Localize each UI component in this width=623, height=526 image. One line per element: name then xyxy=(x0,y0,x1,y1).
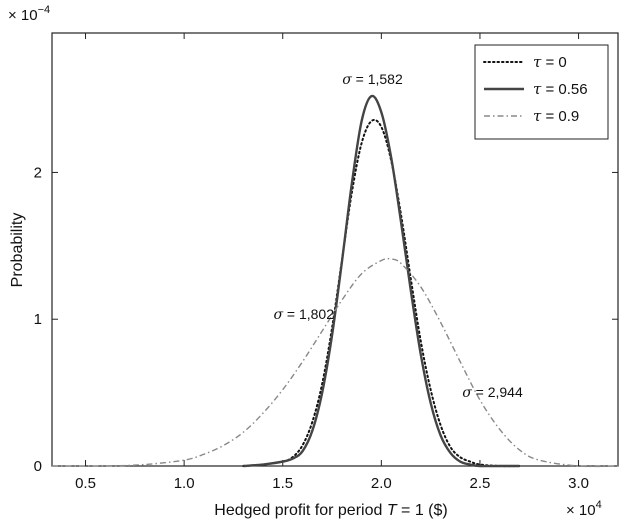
legend-label: τ = 0 xyxy=(533,53,567,71)
plot-frame xyxy=(51,32,619,467)
legend-box xyxy=(474,44,609,140)
x-tick-label: 1.5 xyxy=(272,475,293,492)
x-tick-label: 0.5 xyxy=(75,475,96,492)
x-tick-label: 2.0 xyxy=(371,475,392,492)
plot-area-border xyxy=(51,32,619,467)
sigma-annotation: σ = 2,944 xyxy=(462,384,523,401)
annotations-group: σ = 1,582 σ = 1,802 σ = 2,944 xyxy=(273,71,523,401)
legend-label: τ = 0.56 xyxy=(533,80,588,98)
x-tick-label: 2.5 xyxy=(470,475,491,492)
axis-ticks: 0.5 1.0 1.5 2.0 2.5 3.0 0 1 2 xyxy=(34,33,618,492)
series-line-solid xyxy=(243,94,520,468)
y-tick-label: 2 xyxy=(34,164,42,181)
y-tick-label: 1 xyxy=(34,311,42,328)
legend-label: τ = 0.9 xyxy=(533,107,579,125)
y-tick-label: 0 xyxy=(34,458,42,475)
sigma-annotation: σ = 1,582 xyxy=(342,71,403,88)
x-tick-label: 1.0 xyxy=(174,475,195,492)
series-line-dashdot xyxy=(51,257,619,468)
sigma-annotation: σ = 1,802 xyxy=(273,306,334,323)
legend: τ = 0 τ = 0.56 τ = 0.9 xyxy=(474,44,609,140)
x-axis-label: Hedged profit for period T = 1 ($) xyxy=(214,502,447,519)
y-multiplier: × 10−4 xyxy=(8,4,50,24)
y-axis-label: Probability xyxy=(9,213,26,288)
x-tick-label: 3.0 xyxy=(568,475,589,492)
series-line-dotted xyxy=(242,118,521,468)
x-multiplier: × 104 xyxy=(566,499,602,519)
series-group xyxy=(51,94,619,468)
